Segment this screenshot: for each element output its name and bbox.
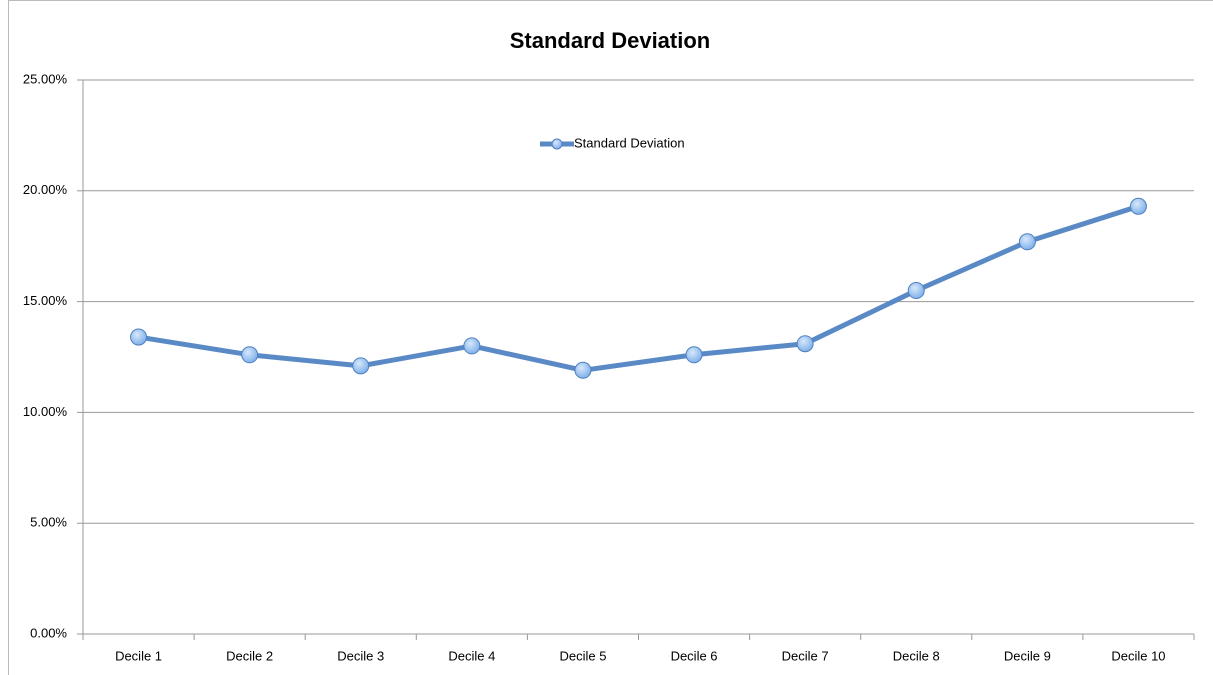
x-tick-label: Decile 2 (226, 648, 273, 663)
x-tick-label: Decile 6 (671, 648, 718, 663)
data-point (1018, 233, 1036, 251)
x-tick-label: Decile 4 (448, 648, 495, 663)
legend-label: Standard Deviation (574, 135, 685, 150)
x-tick-label: Decile 10 (1111, 648, 1165, 663)
series-line (138, 203, 1140, 373)
y-tick-label: 0.00% (30, 625, 67, 640)
data-point (352, 357, 370, 375)
x-tick-label: Decile 8 (893, 648, 940, 663)
data-point (907, 282, 925, 300)
x-tick-label: Decile 9 (1004, 648, 1051, 663)
data-point (130, 328, 148, 346)
y-tick-label: 20.00% (23, 182, 68, 197)
y-tick-label: 15.00% (23, 293, 68, 308)
y-tick-label: 25.00% (23, 71, 68, 86)
chart-title: Standard Deviation (510, 28, 710, 53)
data-point (685, 346, 703, 364)
y-tick-label: 10.00% (23, 404, 68, 419)
data-point (796, 335, 814, 353)
y-tick-label: 5.00% (30, 515, 67, 530)
legend-marker (551, 138, 563, 150)
x-tick-label: Decile 5 (559, 648, 606, 663)
x-tick-label: Decile 3 (337, 648, 384, 663)
data-point (241, 346, 259, 364)
x-tick-label: Decile 7 (782, 648, 829, 663)
data-point (463, 337, 481, 355)
x-tick-label: Decile 1 (115, 648, 162, 663)
chart-frame (8, 0, 1213, 675)
data-point (1129, 197, 1147, 215)
data-point (574, 361, 592, 379)
